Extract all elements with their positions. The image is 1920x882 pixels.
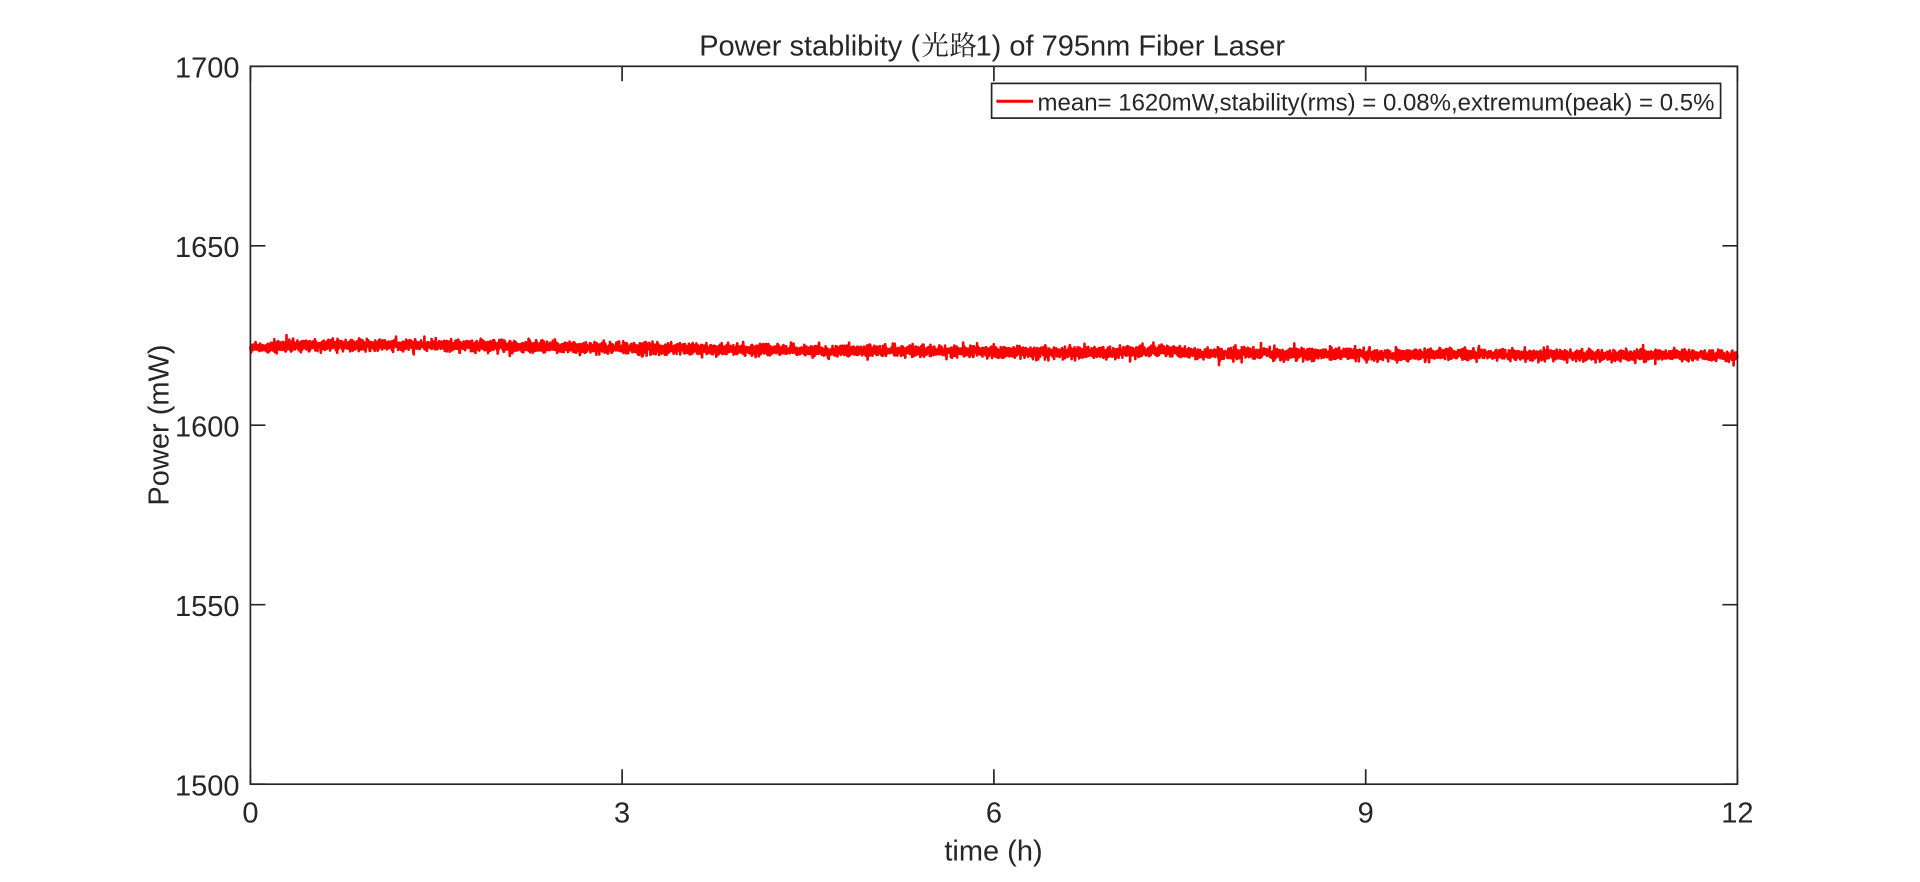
svg-text:1650: 1650 [175, 232, 240, 264]
svg-text:1700: 1700 [175, 53, 240, 85]
svg-text:1) of 795nm Fiber Laser: 1) of 795nm Fiber Laser [976, 30, 1286, 62]
svg-text:9: 9 [1358, 798, 1374, 830]
svg-text:6: 6 [986, 798, 1002, 830]
svg-text:12: 12 [1721, 798, 1753, 830]
svg-text:Power (mW): Power (mW) [144, 344, 176, 505]
svg-text:1550: 1550 [175, 591, 240, 623]
svg-text:mean= 1620mW,stability(rms) =: mean= 1620mW,stability(rms) = 0.08%,extr… [1038, 90, 1715, 117]
svg-text:Power stablibity (: Power stablibity ( [699, 30, 920, 62]
svg-text:0: 0 [242, 798, 258, 830]
svg-text:time (h): time (h) [944, 836, 1042, 868]
svg-text:3: 3 [614, 798, 630, 830]
svg-text:1600: 1600 [175, 412, 240, 444]
svg-text:1500: 1500 [175, 771, 240, 803]
